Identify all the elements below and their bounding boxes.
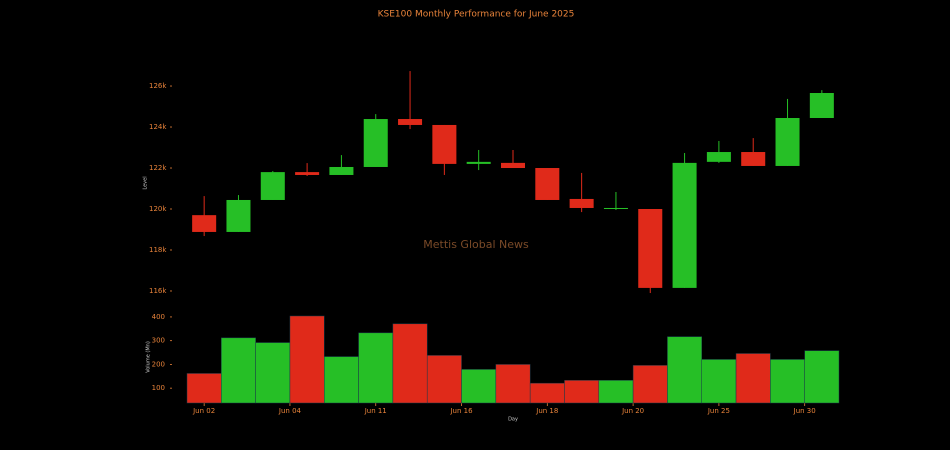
volume-bar	[804, 350, 840, 404]
candle-body	[638, 209, 663, 288]
volume-bar	[667, 336, 702, 404]
x-tick-label: Jun 16	[449, 407, 473, 415]
candle-body	[603, 207, 628, 210]
candle-body	[741, 152, 766, 166]
y2-tick-label: 400	[152, 313, 165, 321]
x-tick-label: Jun 25	[707, 407, 730, 415]
y2-tick-label: 200	[152, 360, 165, 368]
volume-bar	[461, 369, 497, 404]
y2-tick-label: 300	[152, 337, 165, 345]
volume-bar	[735, 353, 771, 404]
y-tick-label: 122k	[149, 164, 167, 172]
candle-body	[672, 162, 697, 288]
candle-body	[809, 92, 834, 119]
volume-bar	[495, 364, 531, 404]
x-tick-label: Jun 02	[192, 407, 215, 415]
x-tick-label: Jun 18	[535, 407, 558, 415]
chart-title: KSE100 Monthly Performance for June 2025	[378, 10, 575, 20]
volume-bar	[221, 337, 256, 404]
x-axis-label: Day	[508, 417, 518, 423]
volume-bar	[358, 332, 394, 404]
y-axis-label: Level	[143, 176, 149, 189]
volume-bar	[701, 359, 737, 404]
volume-bar	[529, 382, 565, 404]
candle-body	[226, 199, 251, 232]
y-tick-label: 126k	[149, 82, 167, 90]
candle-body	[500, 162, 526, 169]
volume-bar	[564, 380, 600, 404]
volume-bar	[255, 342, 291, 404]
x-tick-label: Jun 11	[364, 407, 387, 415]
candle-body	[706, 152, 731, 162]
volume-bar	[392, 323, 428, 404]
y2-tick-label: 100	[152, 384, 165, 392]
candle-body	[329, 166, 354, 175]
candle-body	[775, 118, 800, 166]
candle-body	[432, 124, 457, 164]
volume-bar	[632, 365, 668, 404]
volume-bar	[324, 356, 359, 404]
candle-body	[466, 161, 491, 164]
y-tick-label: 124k	[149, 123, 167, 131]
y-tick-label: 116k	[149, 287, 167, 295]
y2-axis-label: Volume (Mn)	[146, 341, 152, 373]
volume-bar	[289, 315, 325, 404]
x-tick-label: Jun 20	[621, 407, 644, 415]
x-tick-label: Jun 04	[278, 407, 302, 415]
candle-body	[363, 119, 388, 167]
y-tick-label: 120k	[149, 205, 167, 213]
candle-body	[192, 215, 217, 232]
candle-body	[535, 168, 560, 200]
candle-body	[295, 172, 320, 175]
candle-body	[569, 198, 594, 208]
y-tick-label: 118k	[149, 246, 167, 254]
x-tick-label: Jun 30	[793, 407, 816, 415]
candle-body	[398, 119, 423, 125]
watermark: Mettis Global News	[423, 238, 529, 251]
volume-bar	[186, 373, 222, 404]
volume-bar	[770, 359, 805, 404]
volume-bar	[598, 380, 634, 404]
candle-body	[260, 172, 285, 200]
volume-bar	[426, 355, 462, 404]
